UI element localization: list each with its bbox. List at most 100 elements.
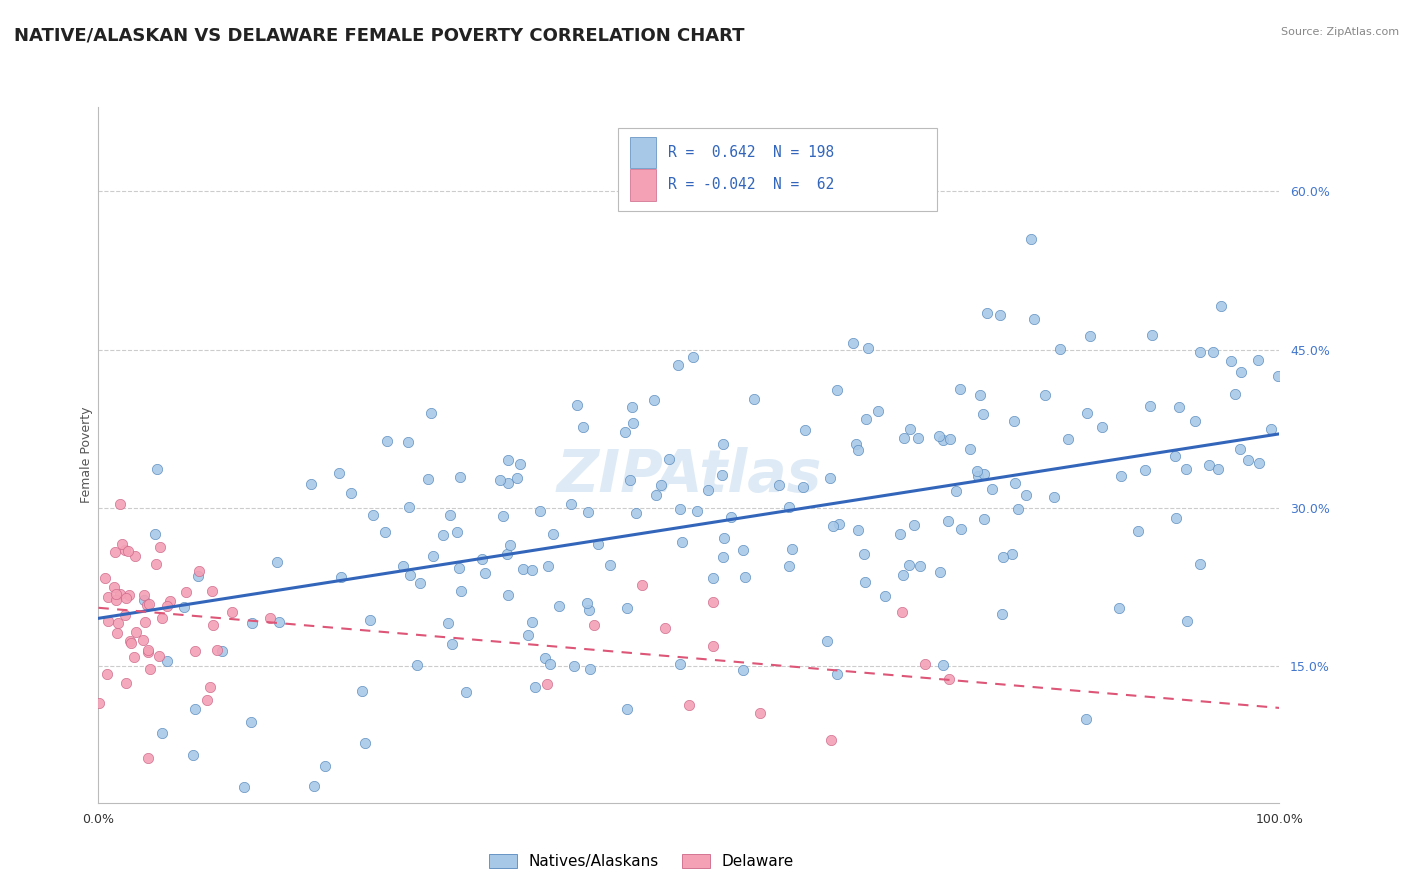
Point — [1174, 462, 1197, 476]
Point — [1139, 399, 1161, 413]
Point — [374, 525, 396, 540]
Point — [1042, 490, 1064, 504]
Point — [114, 607, 136, 622]
Point — [1189, 557, 1212, 571]
Point — [586, 536, 609, 550]
Point — [991, 549, 1014, 564]
Point — [146, 461, 169, 475]
Point — [1198, 458, 1220, 472]
Point — [173, 600, 195, 615]
Point — [529, 504, 551, 518]
Point — [1184, 414, 1206, 428]
Point — [889, 527, 911, 541]
Point — [107, 615, 129, 630]
Point — [138, 597, 160, 611]
Point — [266, 555, 288, 569]
Point — [853, 574, 876, 589]
Point — [103, 580, 125, 594]
Point — [778, 559, 800, 574]
Point — [823, 519, 845, 533]
Point — [174, 585, 197, 599]
Point — [949, 383, 972, 397]
FancyBboxPatch shape — [630, 136, 655, 168]
Legend: Natives/Alaskans, Delaware: Natives/Alaskans, Delaware — [484, 848, 800, 875]
Point — [565, 399, 588, 413]
Point — [416, 472, 439, 486]
Point — [973, 467, 995, 482]
Point — [855, 411, 877, 425]
Point — [578, 602, 600, 616]
Point — [449, 470, 471, 484]
Point — [900, 422, 922, 436]
Point — [827, 516, 849, 531]
Point — [136, 645, 159, 659]
Point — [1108, 601, 1130, 615]
Point — [97, 614, 120, 628]
Point — [143, 526, 166, 541]
Point — [686, 504, 709, 518]
Point — [825, 667, 848, 681]
Point — [903, 518, 925, 533]
Point — [945, 483, 967, 498]
Point — [1024, 312, 1046, 326]
Point — [495, 547, 517, 561]
Point — [505, 471, 527, 485]
Point — [488, 473, 510, 487]
Point — [138, 662, 160, 676]
Point — [520, 562, 543, 576]
Point — [398, 500, 420, 514]
Point — [669, 502, 692, 516]
Point — [702, 595, 724, 609]
Point — [87, 696, 110, 710]
Point — [124, 549, 146, 564]
Point — [188, 564, 211, 578]
Point — [697, 483, 720, 497]
Point — [1229, 442, 1251, 456]
Point — [96, 666, 118, 681]
Point — [780, 541, 803, 556]
Point — [671, 534, 693, 549]
Point — [578, 505, 600, 519]
Point — [938, 672, 960, 686]
Point — [583, 618, 606, 632]
Point — [1236, 453, 1258, 467]
Point — [156, 599, 179, 614]
Point — [908, 559, 931, 574]
Point — [422, 549, 444, 563]
Point — [1015, 488, 1038, 502]
Point — [1164, 511, 1187, 525]
Point — [471, 551, 494, 566]
Point — [132, 593, 155, 607]
Point — [621, 400, 644, 414]
Point — [820, 733, 842, 747]
Point — [538, 657, 561, 672]
Point — [793, 423, 815, 437]
Point — [713, 531, 735, 545]
Point — [302, 779, 325, 793]
Point — [846, 524, 869, 538]
Point — [599, 558, 621, 572]
Point — [972, 407, 994, 421]
Point — [928, 429, 950, 443]
Point — [533, 651, 555, 665]
FancyBboxPatch shape — [630, 169, 655, 201]
Point — [1211, 300, 1233, 314]
Point — [959, 442, 981, 456]
Point — [105, 626, 128, 640]
Point — [392, 558, 415, 573]
Point — [159, 594, 181, 608]
Point — [1001, 547, 1024, 561]
Point — [406, 657, 429, 672]
Point — [928, 565, 950, 579]
Y-axis label: Female Poverty: Female Poverty — [80, 407, 93, 503]
Point — [1004, 475, 1026, 490]
Point — [420, 406, 443, 420]
Point — [328, 466, 350, 480]
Point — [314, 759, 336, 773]
Point — [1246, 353, 1268, 368]
Point — [118, 633, 141, 648]
Point — [988, 308, 1011, 322]
Point — [200, 680, 222, 694]
Point — [733, 543, 755, 558]
Point — [1049, 342, 1071, 356]
